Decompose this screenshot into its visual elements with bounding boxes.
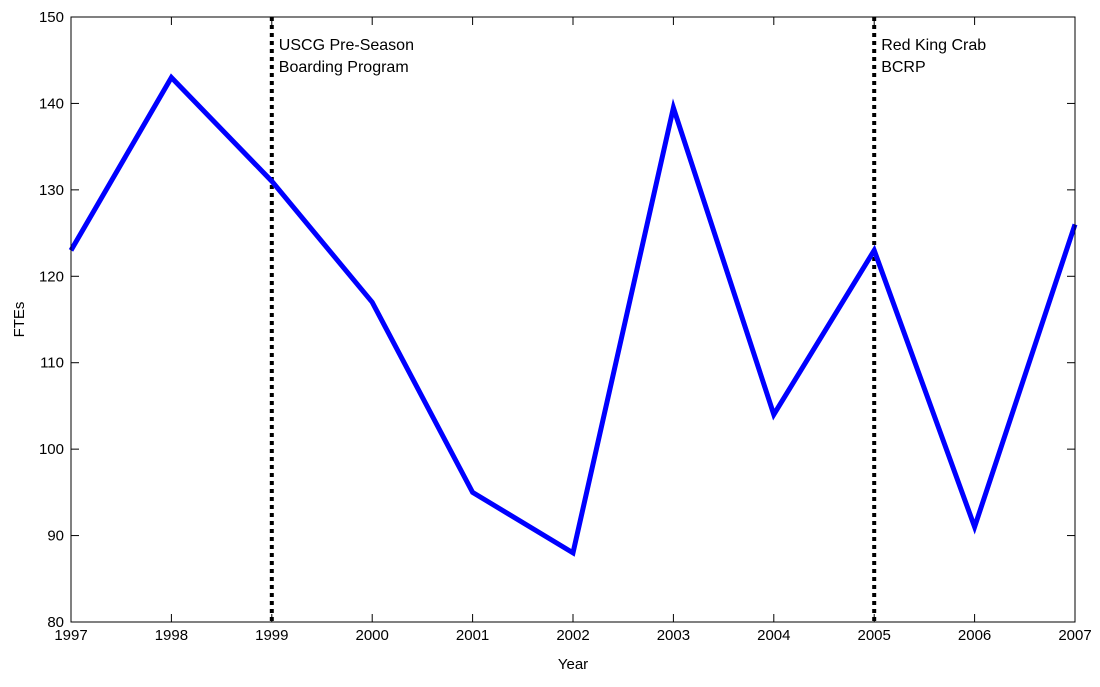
x-tick-label: 2000 [356, 627, 389, 644]
annotation-label: BCRP [881, 59, 925, 76]
y-tick-label: 120 [39, 268, 64, 285]
series-layer [71, 77, 1075, 553]
y-tick-label: 110 [40, 355, 64, 372]
series-line [71, 78, 1075, 553]
x-tick-label: 1998 [155, 627, 188, 644]
x-tick-label: 2002 [556, 627, 589, 644]
annotation-lines [272, 17, 874, 622]
x-tick-label: 2001 [456, 627, 489, 644]
annotation-label: Boarding Program [279, 59, 409, 76]
x-tick-label: 1999 [255, 627, 288, 644]
y-axis-tick-labels: 80 90 100 110 120 130 140 150 [39, 9, 64, 631]
plot-frame [71, 17, 1075, 622]
y-axis-label: FTEs [11, 302, 28, 338]
annotation-label: USCG Pre-Season [279, 37, 414, 54]
x-tick-label: 2003 [657, 627, 690, 644]
y-tick-label: 90 [47, 528, 64, 545]
annotation-labels: USCG Pre-Season Boarding Program Red King … [279, 37, 986, 76]
x-tick-label: 2007 [1058, 627, 1091, 644]
y-tick-label: 150 [39, 9, 64, 26]
x-tick-label: 2006 [958, 627, 991, 644]
y-tick-label: 140 [39, 95, 64, 112]
x-tick-label: 2004 [757, 627, 790, 644]
x-tick-label: 2005 [858, 627, 891, 644]
x-axis-label: Year [558, 656, 588, 673]
y-tick-label: 80 [47, 614, 64, 631]
y-tick-label: 130 [39, 182, 64, 199]
annotation-label: Red King Crab [881, 37, 986, 54]
y-tick-label: 100 [39, 441, 64, 458]
tick-marks [71, 17, 1075, 622]
